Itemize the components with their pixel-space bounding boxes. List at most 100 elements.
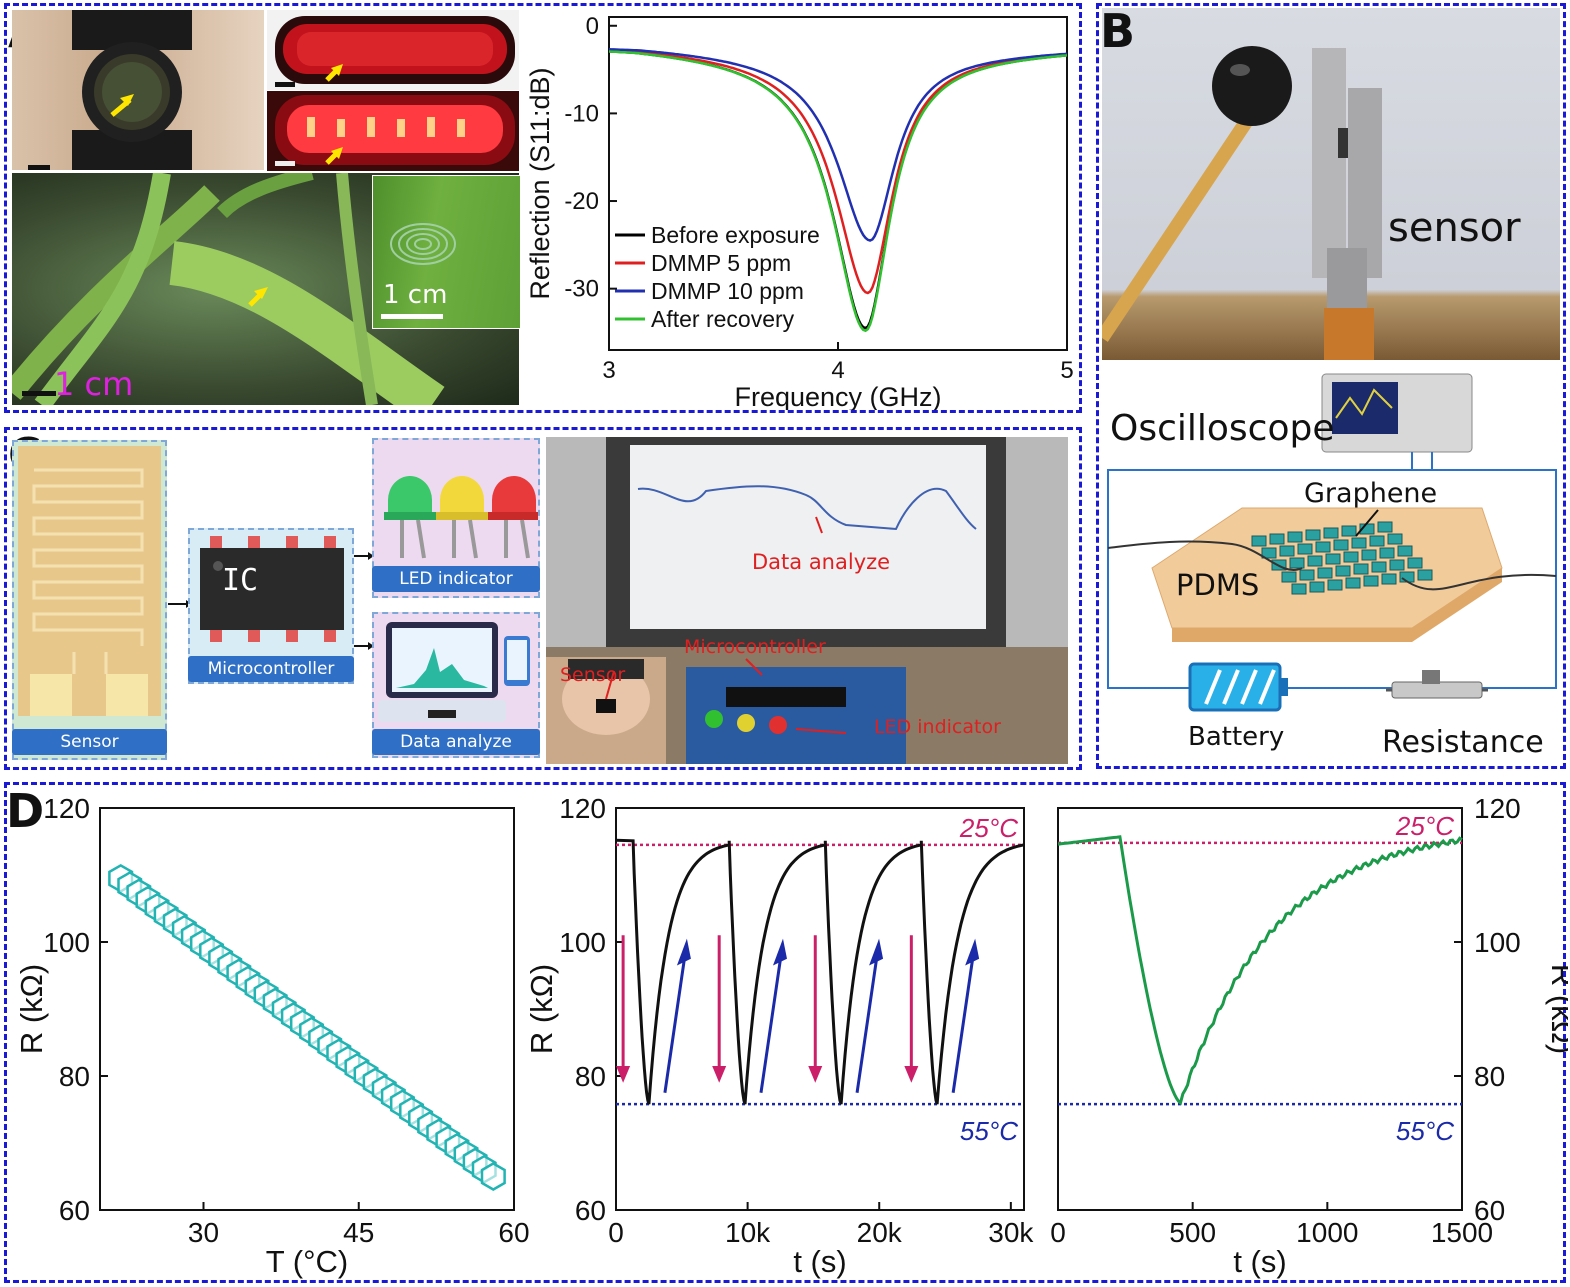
plant-scale-label: 1 cm [54,365,134,403]
bike-light-photo-bottom [267,91,519,171]
battery-stripe [1240,669,1258,705]
y-tick-label: 60 [59,1195,90,1226]
graphene-cell [1289,557,1305,569]
graphene-cell [1345,577,1361,589]
leaf-coil-image [381,223,456,319]
battery-icon [1188,662,1288,712]
heating-arrow-shaft [951,955,975,1093]
panel-b-label: B [1100,4,1136,58]
reference-label-high: 25°C [1395,811,1454,841]
legend-label: After recovery [651,306,795,332]
graphene-cell [1407,557,1423,569]
plot-frame [99,807,515,1211]
graphene-cell [1343,551,1359,563]
graphene-cell [1291,583,1307,595]
oscilloscope-trace [1335,388,1393,419]
graphene-cell [1377,521,1393,533]
legend-label: Before exposure [651,222,820,248]
graphene-cell [1351,537,1367,549]
y-tick-label: 120 [1474,793,1521,824]
x-axis-label: t (s) [793,1244,846,1279]
sensor-wire [1107,540,1303,571]
leaf-scale-label: 1 cm [383,280,448,310]
x-tick-label: 3 [602,357,615,384]
graphene-cell [1381,573,1397,585]
graphene-cell [1315,541,1331,553]
photo-microcontroller-label: Microcontroller [684,636,826,658]
y-tick-label: 0 [586,13,599,40]
cooling-arrow-head [808,1065,823,1083]
graphene-cell [1327,579,1343,591]
battery-stripe [1204,669,1222,705]
reference-label-high: 25°C [959,813,1018,843]
graphene-cell [1353,563,1369,575]
y-tick-label: -20 [564,188,599,215]
ic-label: IC [222,563,259,598]
series-line [608,50,1068,333]
microcontroller-tag: Microcontroller [188,656,354,682]
graphene-cell [1299,569,1315,581]
heating-arrow-shaft [759,955,783,1093]
x-tick-label: 1000 [1296,1217,1358,1248]
graphene-cell [1341,525,1357,537]
battery-stripe [1222,669,1240,705]
x-tick-label: 4 [831,357,844,384]
x-axis-label: t (s) [1233,1244,1286,1279]
x-tick-label: 30 [188,1217,219,1248]
graphene-cell [1371,561,1387,573]
graphene-cell [1281,571,1297,583]
ic-chip-image [200,536,344,642]
plot-frame [1057,807,1463,1211]
reflection-chart: 3 4 5 0 -10 -20 -30 Frequency (GHz) Reflection (… [525,13,1074,410]
heating-arrow-head [676,938,691,966]
cooling-arrow-head [616,1065,631,1083]
x-tick-label: 5 [1060,357,1073,384]
heating-arrow-head [869,938,884,966]
resistance-curve [1057,835,1463,1106]
y-tick-label: -10 [564,100,599,127]
graphene-cell [1251,535,1267,547]
graphene-cell [1363,575,1379,587]
tuning-fork-image [1102,46,1382,360]
legend-label: DMMP 5 ppm [651,250,791,276]
plant-image [12,173,445,405]
graphene-cell [1309,581,1325,593]
rheostat-slider [1422,670,1440,684]
heating-arrow-head [772,938,787,966]
r-vs-temperature-chart: 30 45 60 60 80 100 120 T (°C) R (kΩ) [20,793,530,1279]
oscilloscope-icon [1321,373,1473,470]
led-image [384,476,538,559]
cycling-chart: 0 10k 20k 30k 60 80 100 120 t (s) R (kΩ) 25°C 55°C [530,793,1034,1279]
data-point [480,1162,506,1191]
pdms-label: PDMS [1176,568,1260,602]
graphene-cell [1379,547,1395,559]
y-axis-label: R (kΩ) [530,964,559,1054]
x-tick-label: 0 [1050,1217,1066,1248]
graphene-cell [1335,565,1351,577]
sensor-tag: Sensor [12,729,167,755]
circuit-wire [1107,469,1557,689]
graphene-pointer [1355,509,1379,537]
graphene-cell [1417,569,1433,581]
photo-data-analyze-label: Data analyze [752,550,891,574]
y-tick-label: 80 [59,1061,90,1092]
bike-light-bottom-image [275,95,515,166]
y-tick-label: 60 [1474,1195,1505,1226]
data-analyze-tag: Data analyze [372,729,540,755]
x-tick-label: 0 [608,1217,624,1248]
battery-label: Battery [1188,722,1285,752]
graphene-cell [1333,539,1349,551]
graphene-cell [1397,545,1413,557]
reference-label-low: 55°C [960,1116,1018,1146]
panel-d [4,782,1566,1283]
rheostat-icon [1386,670,1488,699]
y-tick-label: 100 [559,927,606,958]
plot-frame [615,807,1025,1211]
graphene-cell [1261,547,1277,559]
sensor-wire [1401,573,1557,591]
bike-light-top-image [275,16,515,87]
x-tick-label: 10k [725,1217,771,1248]
lab-setup-photo [546,437,1068,764]
graphene-cell [1297,543,1313,555]
graphene-cell [1269,533,1285,545]
